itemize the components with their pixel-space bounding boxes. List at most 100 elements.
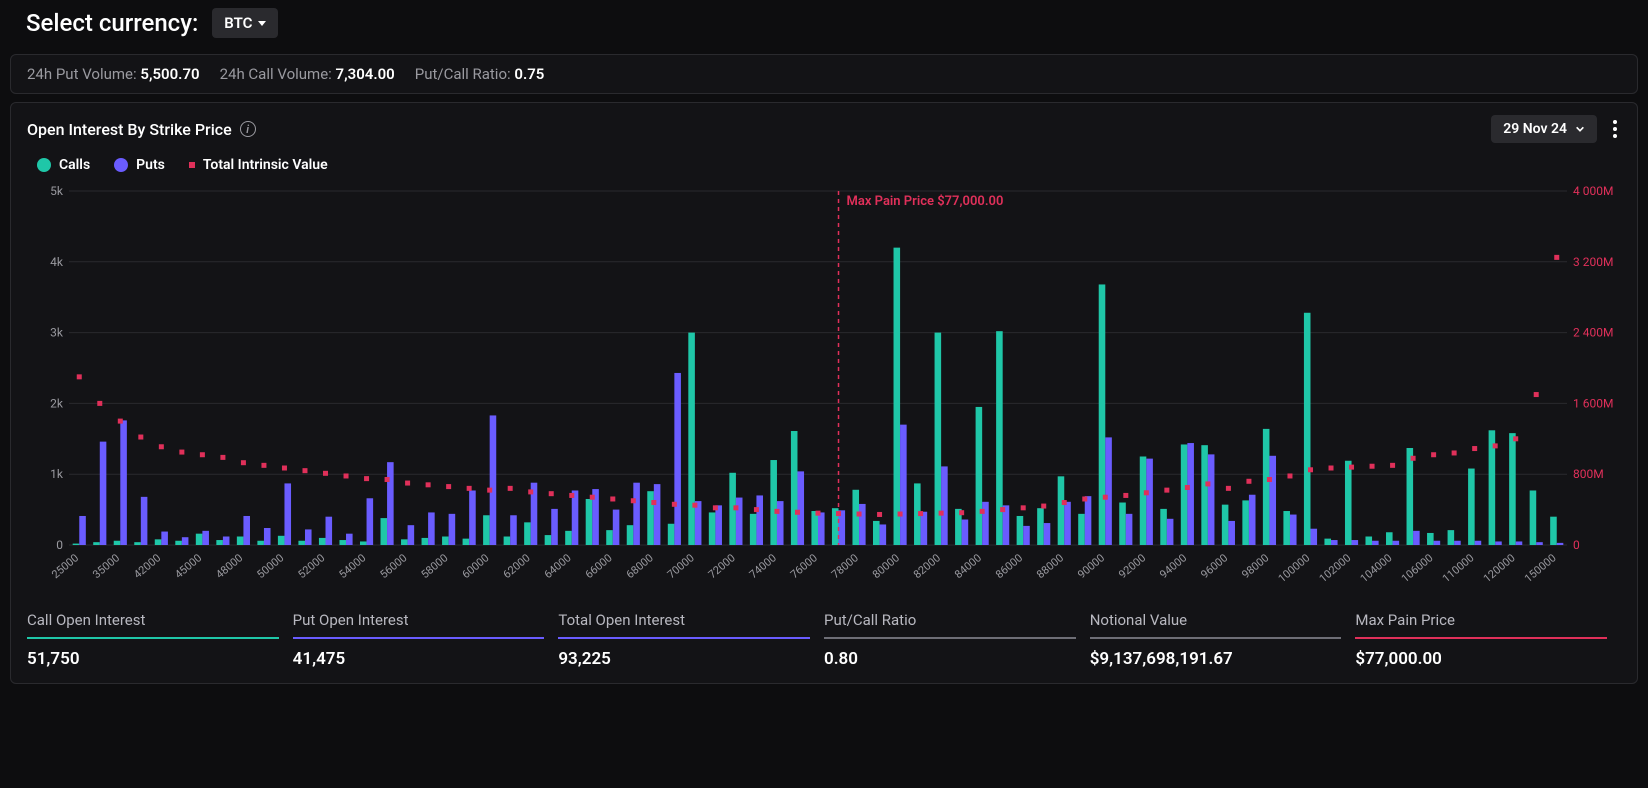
bar-call[interactable] <box>524 522 531 545</box>
bar-put[interactable] <box>797 471 804 545</box>
bar-put[interactable] <box>408 525 415 545</box>
intrinsic-point[interactable] <box>179 450 184 455</box>
bar-put[interactable] <box>921 512 928 545</box>
intrinsic-point[interactable] <box>1082 496 1087 501</box>
bar-put[interactable] <box>510 515 517 545</box>
bar-call[interactable] <box>1365 537 1372 545</box>
intrinsic-point[interactable] <box>344 473 349 478</box>
bar-put[interactable] <box>1146 459 1153 545</box>
bar-call[interactable] <box>668 524 675 545</box>
intrinsic-point[interactable] <box>590 495 595 500</box>
bar-call[interactable] <box>1509 433 1516 545</box>
bar-call[interactable] <box>1283 511 1290 545</box>
intrinsic-point[interactable] <box>877 512 882 517</box>
intrinsic-point[interactable] <box>1493 443 1498 448</box>
intrinsic-point[interactable] <box>713 505 718 510</box>
bar-call[interactable] <box>422 538 429 545</box>
bar-call[interactable] <box>278 536 285 545</box>
bar-call[interactable] <box>852 490 859 545</box>
bar-call[interactable] <box>237 537 244 545</box>
intrinsic-point[interactable] <box>610 496 615 501</box>
info-icon[interactable]: i <box>240 121 256 137</box>
bar-put[interactable] <box>880 524 887 545</box>
intrinsic-point[interactable] <box>487 488 492 493</box>
intrinsic-point[interactable] <box>138 435 143 440</box>
bar-put[interactable] <box>1044 523 1051 545</box>
bar-put[interactable] <box>120 420 127 545</box>
bar-call[interactable] <box>1530 490 1537 545</box>
intrinsic-point[interactable] <box>774 509 779 514</box>
intrinsic-point[interactable] <box>302 468 307 473</box>
intrinsic-point[interactable] <box>1103 495 1108 500</box>
bar-put[interactable] <box>1249 495 1256 545</box>
intrinsic-point[interactable] <box>1205 481 1210 486</box>
intrinsic-point[interactable] <box>918 511 923 516</box>
bar-call[interactable] <box>483 515 490 545</box>
intrinsic-point[interactable] <box>795 510 800 515</box>
intrinsic-point[interactable] <box>1021 505 1026 510</box>
bar-call[interactable] <box>894 248 901 545</box>
intrinsic-point[interactable] <box>1062 500 1067 505</box>
bar-put[interactable] <box>243 516 250 545</box>
bar-put[interactable] <box>182 537 189 545</box>
bar-call[interactable] <box>504 537 511 545</box>
intrinsic-point[interactable] <box>1513 436 1518 441</box>
intrinsic-point[interactable] <box>1554 255 1559 260</box>
bar-call[interactable] <box>996 331 1003 545</box>
bar-call[interactable] <box>155 539 162 545</box>
bar-call[interactable] <box>1058 476 1065 545</box>
bar-put[interactable] <box>326 517 333 545</box>
date-select[interactable]: 29 Nov 24 <box>1491 115 1597 143</box>
intrinsic-point[interactable] <box>692 503 697 508</box>
bar-put[interactable] <box>756 495 763 545</box>
bar-put[interactable] <box>1454 541 1461 545</box>
intrinsic-point[interactable] <box>672 502 677 507</box>
bar-call[interactable] <box>709 512 716 545</box>
bar-call[interactable] <box>1468 469 1475 545</box>
intrinsic-point[interactable] <box>323 471 328 476</box>
bar-put[interactable] <box>1228 521 1235 545</box>
bar-call[interactable] <box>791 431 798 545</box>
bar-put[interactable] <box>490 415 497 545</box>
bar-put[interactable] <box>428 512 435 545</box>
bar-call[interactable] <box>688 333 695 545</box>
bar-put[interactable] <box>1269 456 1276 545</box>
intrinsic-point[interactable] <box>159 444 164 449</box>
intrinsic-point[interactable] <box>1431 452 1436 457</box>
intrinsic-point[interactable] <box>754 507 759 512</box>
bar-call[interactable] <box>114 541 121 545</box>
bar-put[interactable] <box>1413 531 1420 545</box>
bar-put[interactable] <box>161 532 168 545</box>
intrinsic-point[interactable] <box>1041 504 1046 509</box>
intrinsic-point[interactable] <box>631 498 636 503</box>
bar-put[interactable] <box>1557 543 1564 545</box>
intrinsic-point[interactable] <box>1390 463 1395 468</box>
intrinsic-point[interactable] <box>405 481 410 486</box>
intrinsic-point[interactable] <box>261 463 266 468</box>
bar-call[interactable] <box>1324 539 1331 545</box>
bar-call[interactable] <box>216 540 223 545</box>
intrinsic-point[interactable] <box>549 491 554 496</box>
bar-put[interactable] <box>695 501 702 545</box>
bar-put[interactable] <box>1434 541 1441 545</box>
bar-call[interactable] <box>1222 505 1229 545</box>
bar-call[interactable] <box>811 511 818 545</box>
intrinsic-point[interactable] <box>1267 477 1272 482</box>
bar-put[interactable] <box>715 505 722 545</box>
bar-call[interactable] <box>463 539 470 545</box>
intrinsic-point[interactable] <box>446 484 451 489</box>
intrinsic-point[interactable] <box>816 511 821 516</box>
intrinsic-point[interactable] <box>1123 493 1128 498</box>
intrinsic-point[interactable] <box>282 466 287 471</box>
bar-put[interactable] <box>736 498 743 545</box>
bar-put[interactable] <box>1187 443 1194 545</box>
bar-put[interactable] <box>1352 540 1359 545</box>
bar-call[interactable] <box>1078 514 1085 545</box>
bar-put[interactable] <box>572 490 579 545</box>
intrinsic-point[interactable] <box>1370 464 1375 469</box>
intrinsic-point[interactable] <box>898 512 903 517</box>
bar-call[interactable] <box>1345 461 1352 545</box>
bar-call[interactable] <box>442 537 449 545</box>
legend-calls[interactable]: Calls <box>37 157 90 173</box>
bar-call[interactable] <box>647 491 654 545</box>
